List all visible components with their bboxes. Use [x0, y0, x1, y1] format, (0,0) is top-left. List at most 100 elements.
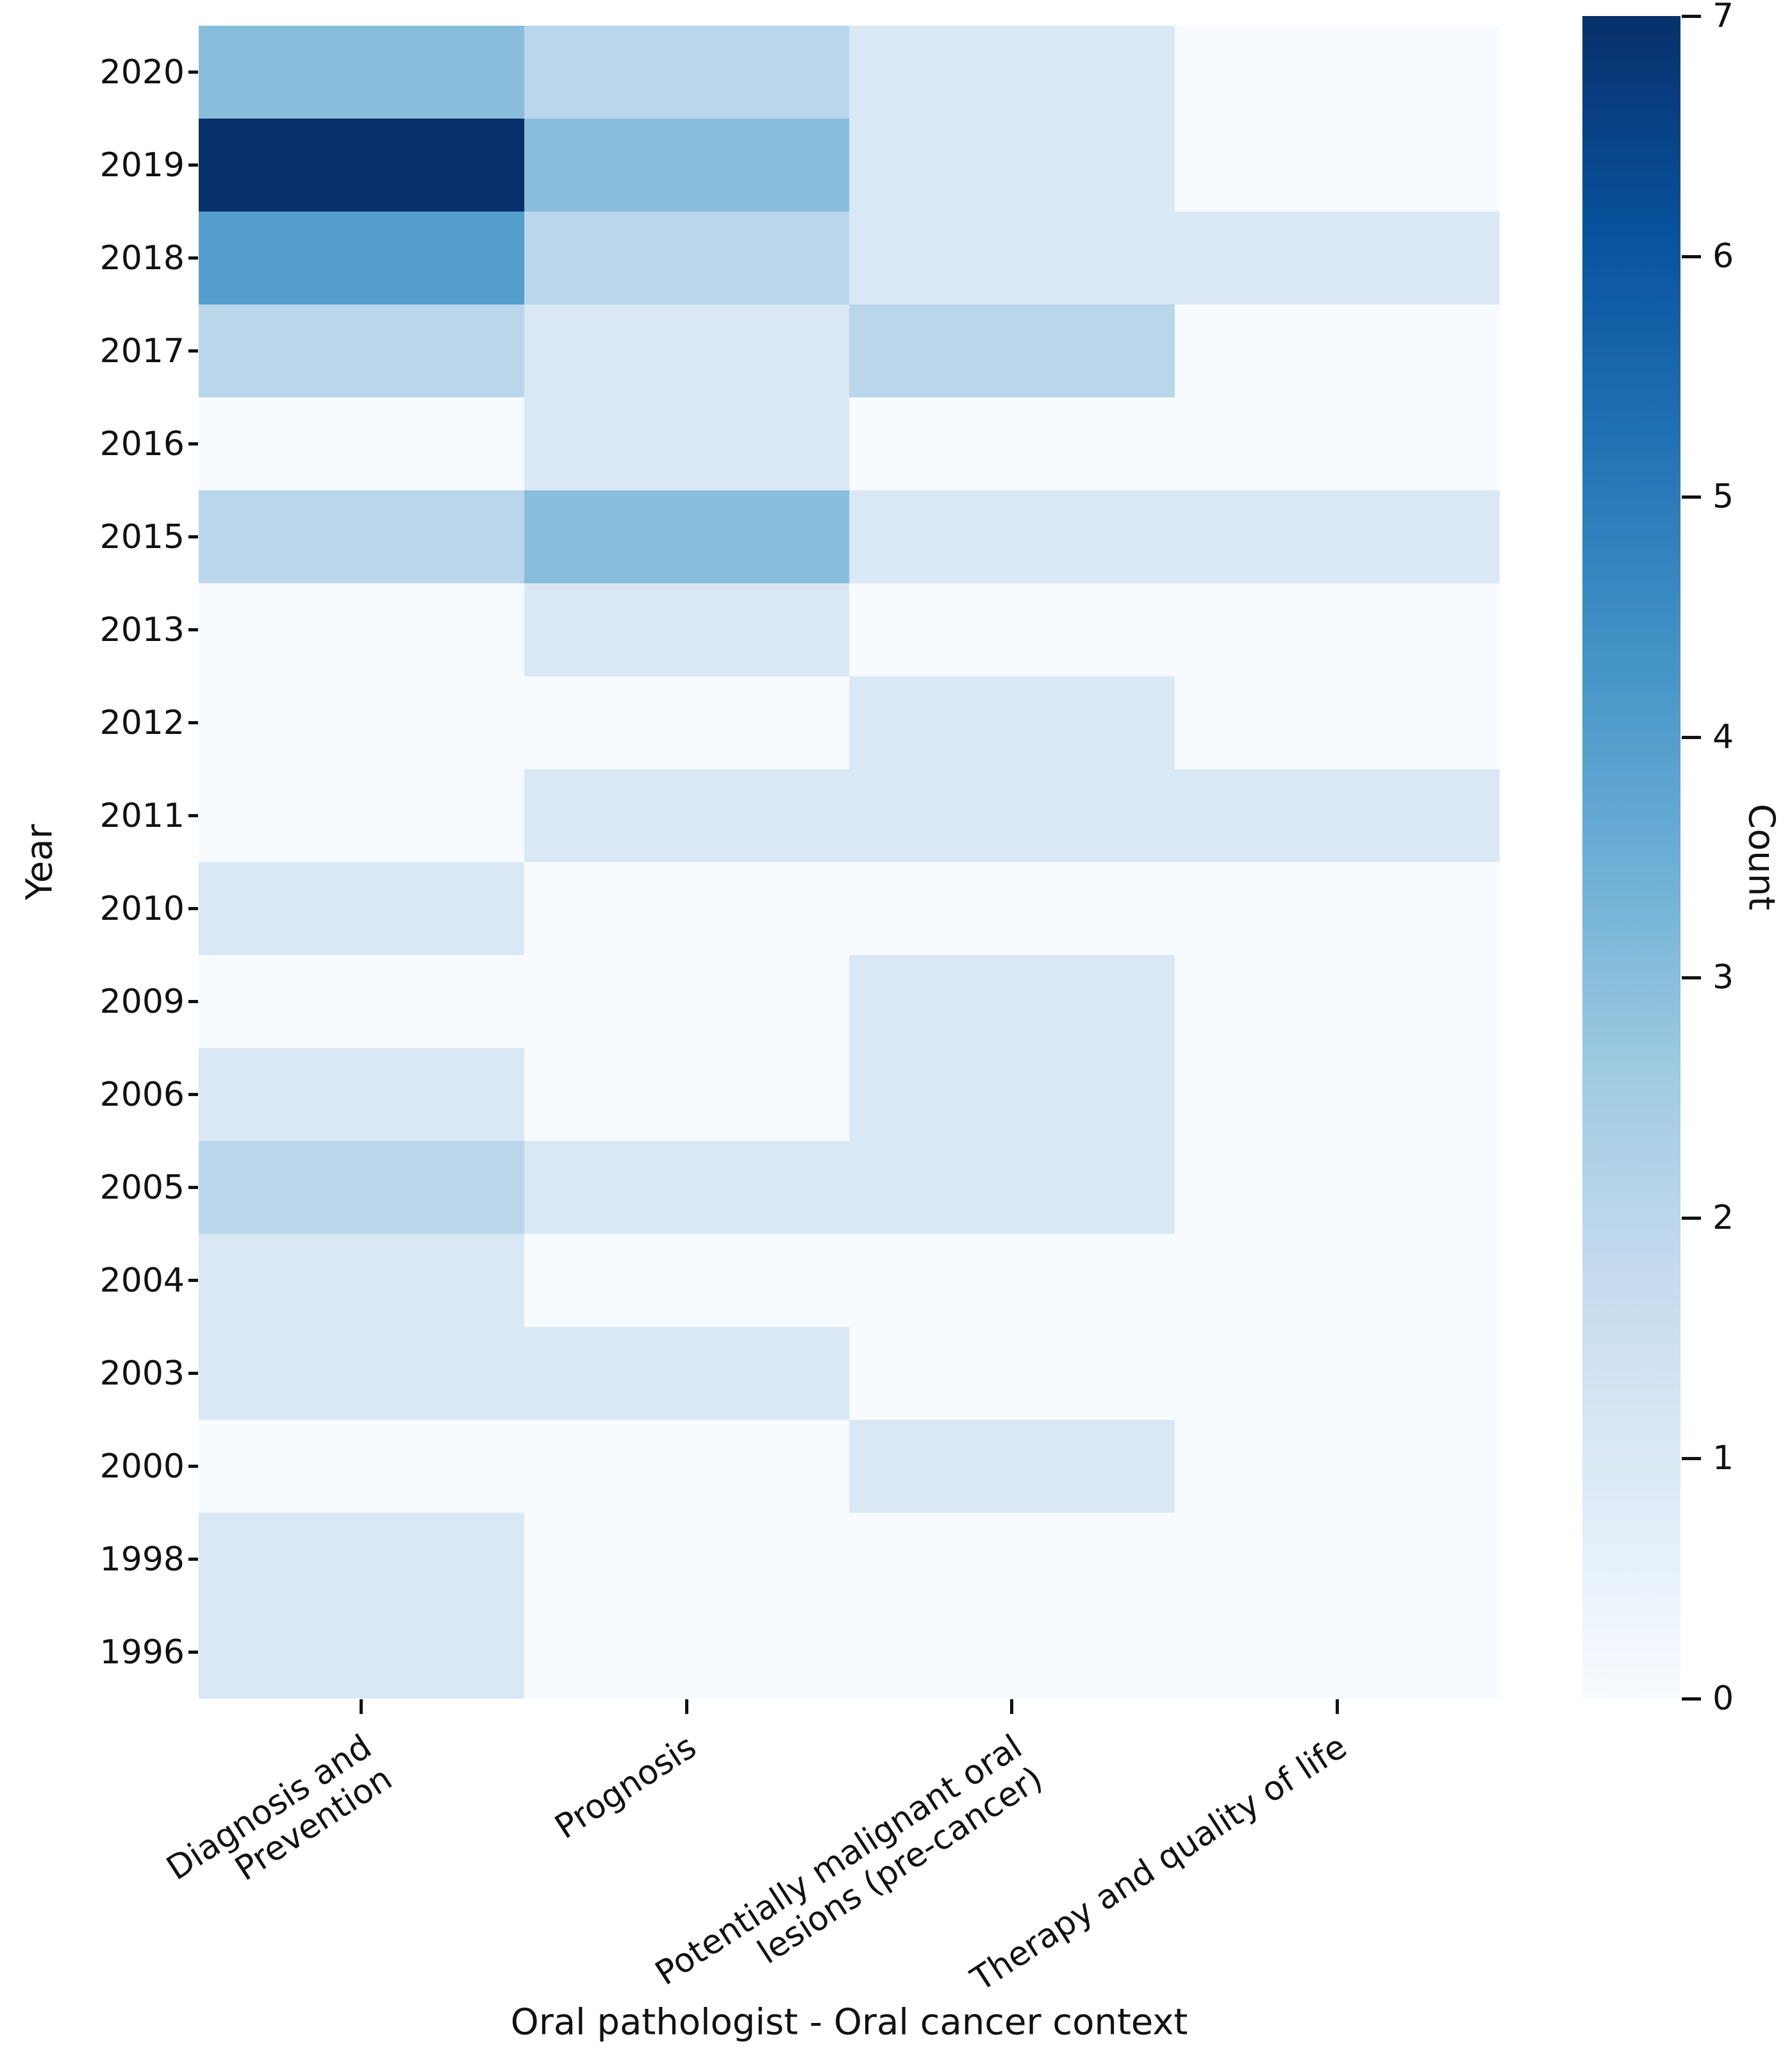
heatmap-cell-2019-col2 — [524, 119, 849, 212]
heatmap-cell-2016-col4 — [1174, 397, 1500, 490]
heatmap-cell-2019-col4 — [1174, 119, 1500, 212]
ytick-mark-1996 — [188, 1651, 198, 1654]
x-axis-title: Oral pathologist - Oral cancer context — [510, 2001, 1188, 2043]
heatmap-cell-2000-col4 — [1174, 1420, 1500, 1513]
heatmap-cell-2020-col4 — [1174, 26, 1500, 119]
heatmap-cell-2012-col4 — [1174, 676, 1500, 769]
ytick-mark-2019 — [188, 163, 198, 167]
ytick-label-2005: 2005 — [99, 1168, 185, 1207]
ytick-mark-2016 — [188, 442, 198, 445]
heatmap-cell-2015-col3 — [849, 490, 1175, 583]
heatmap-cell-2000-col1 — [199, 1420, 524, 1513]
ytick-label-2020: 2020 — [99, 53, 185, 92]
heatmap-grid — [199, 26, 1500, 1699]
colorbar-tick-mark-1 — [1682, 1456, 1701, 1460]
heatmap-cell-2017-col3 — [849, 304, 1175, 397]
ytick-label-2018: 2018 — [99, 238, 185, 278]
heatmap-cell-2017-col4 — [1174, 304, 1500, 397]
ytick-mark-2004 — [188, 1279, 198, 1282]
xtick-label-col2: Prognosis — [548, 1727, 704, 1847]
colorbar-tick-mark-2 — [1682, 1216, 1701, 1220]
ytick-label-2012: 2012 — [99, 703, 185, 742]
heatmap-cell-2000-col2 — [524, 1420, 849, 1513]
heatmap-cell-2004-col4 — [1174, 1234, 1500, 1327]
colorbar-tick-label-2: 2 — [1713, 1199, 1734, 1237]
heatmap-cell-2018-col1 — [199, 212, 524, 304]
heatmap-cell-2011-col3 — [849, 769, 1175, 862]
heatmap-cell-2015-col4 — [1174, 490, 1500, 583]
heatmap-cell-2006-col1 — [199, 1048, 524, 1141]
heatmap-cell-2012-col3 — [849, 676, 1175, 769]
heatmap-cell-1996-col4 — [1174, 1606, 1500, 1699]
ytick-mark-2013 — [188, 628, 198, 631]
heatmap-cell-1998-col2 — [524, 1513, 849, 1606]
heatmap-cell-2000-col3 — [849, 1420, 1175, 1513]
heatmap-cell-2011-col1 — [199, 769, 524, 862]
xtick-mark-col1 — [360, 1699, 363, 1714]
heatmap-cell-2020-col2 — [524, 26, 849, 119]
xtick-label-col1: Diagnosis and Prevention — [160, 1727, 399, 1889]
colorbar — [1582, 16, 1680, 1699]
heatmap-cell-2011-col4 — [1174, 769, 1500, 862]
colorbar-tick-mark-6 — [1682, 254, 1701, 258]
heatmap-cell-2018-col3 — [849, 212, 1175, 304]
ytick-label-2000: 2000 — [99, 1447, 185, 1486]
colorbar-tick-label-5: 5 — [1713, 478, 1734, 516]
heatmap-cell-2010-col3 — [849, 862, 1175, 955]
heatmap-cell-2013-col4 — [1174, 583, 1500, 676]
colorbar-tick-label-1: 1 — [1713, 1439, 1734, 1477]
ytick-mark-2000 — [188, 1465, 198, 1468]
heatmap-cell-2018-col4 — [1174, 212, 1500, 304]
ytick-label-2006: 2006 — [99, 1075, 185, 1114]
heatmap-cell-2005-col2 — [524, 1141, 849, 1234]
heatmap-cell-2006-col2 — [524, 1048, 849, 1141]
xtick-mark-col3 — [1010, 1699, 1014, 1714]
ytick-mark-2012 — [188, 721, 198, 724]
y-axis-title: Year — [19, 824, 61, 901]
heatmap-cell-2006-col3 — [849, 1048, 1175, 1141]
heatmap-cell-2017-col2 — [524, 304, 849, 397]
heatmap-cell-2010-col2 — [524, 862, 849, 955]
heatmap-cell-1998-col4 — [1174, 1513, 1500, 1606]
heatmap-cell-2013-col3 — [849, 583, 1175, 676]
ytick-mark-2006 — [188, 1093, 198, 1096]
heatmap-cell-2013-col1 — [199, 583, 524, 676]
colorbar-tick-mark-4 — [1682, 735, 1701, 739]
heatmap-cell-1998-col1 — [199, 1513, 524, 1606]
colorbar-tick-label-6: 6 — [1713, 237, 1734, 276]
heatmap-cell-2003-col4 — [1174, 1327, 1500, 1420]
ytick-mark-2003 — [188, 1372, 198, 1375]
heatmap-cell-2004-col2 — [524, 1234, 849, 1327]
heatmap-cell-2015-col2 — [524, 490, 849, 583]
heatmap-cell-2006-col4 — [1174, 1048, 1500, 1141]
heatmap-cell-2015-col1 — [199, 490, 524, 583]
heatmap-cell-2009-col2 — [524, 955, 849, 1048]
ytick-mark-2009 — [188, 1000, 198, 1003]
ytick-mark-2015 — [188, 535, 198, 538]
ytick-label-2015: 2015 — [99, 517, 185, 556]
colorbar-title: Count — [1740, 803, 1782, 911]
heatmap-cell-2010-col4 — [1174, 862, 1500, 955]
colorbar-tick-label-3: 3 — [1713, 958, 1734, 997]
heatmap-cell-2009-col3 — [849, 955, 1175, 1048]
heatmap-cell-2017-col1 — [199, 304, 524, 397]
heatmap-cell-2003-col1 — [199, 1327, 524, 1420]
xtick-mark-col4 — [1335, 1699, 1339, 1714]
ytick-label-2013: 2013 — [99, 610, 185, 649]
ytick-label-2004: 2004 — [99, 1261, 185, 1300]
ytick-label-2019: 2019 — [99, 146, 185, 185]
heatmap-cell-2019-col1 — [199, 119, 524, 212]
heatmap-cell-2005-col3 — [849, 1141, 1175, 1234]
heatmap-cell-1998-col3 — [849, 1513, 1175, 1606]
ytick-mark-2017 — [188, 349, 198, 353]
heatmap-cell-2009-col1 — [199, 955, 524, 1048]
heatmap-cell-2003-col3 — [849, 1327, 1175, 1420]
heatmap-cell-2004-col3 — [849, 1234, 1175, 1327]
heatmap-cell-2004-col1 — [199, 1234, 524, 1327]
colorbar-tick-label-7: 7 — [1713, 0, 1734, 35]
heatmap-cell-1996-col2 — [524, 1606, 849, 1699]
heatmap-cell-2019-col3 — [849, 119, 1175, 212]
colorbar-tick-mark-5 — [1682, 495, 1701, 499]
heatmap-cell-2003-col2 — [524, 1327, 849, 1420]
